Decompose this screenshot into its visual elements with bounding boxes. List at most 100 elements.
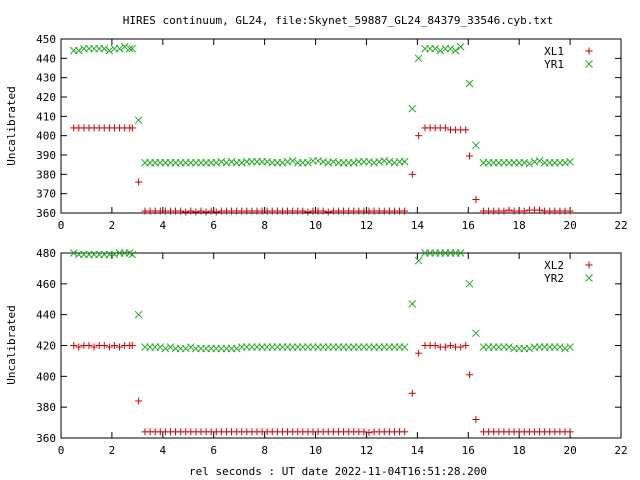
data-point: [187, 207, 195, 215]
data-point: [472, 195, 480, 203]
data-point: [465, 279, 474, 288]
data-point: [466, 152, 474, 160]
data-point: [110, 342, 118, 349]
x-tick-label: 0: [58, 219, 65, 232]
plot-frame: [60, 252, 622, 439]
x-tick-label: 4: [160, 444, 167, 457]
data-point: [85, 342, 93, 349]
data-point: [128, 250, 137, 259]
legend-label: XL2: [544, 259, 564, 272]
panel-bottom: 0 2 4 6 8 10 12 14 16 18 20 22 360 380 400 420 440 460 480…: [5, 247, 628, 457]
data-point: [566, 343, 574, 351]
legend-marker: [585, 261, 593, 269]
legend-marker: [585, 274, 593, 282]
data-point: [472, 416, 480, 423]
data-point: [217, 157, 226, 166]
data-point: [69, 249, 78, 257]
data-point: [390, 158, 399, 167]
data-point: [556, 343, 564, 351]
data-point: [365, 429, 373, 437]
x-tick-label: 6: [210, 444, 217, 457]
x-tick-label: 22: [614, 444, 627, 457]
x-axis-label: rel seconds : UT date 2022-11-04T16:51:2…: [189, 465, 487, 478]
data-point: [75, 343, 83, 351]
x-tick-label: 2: [109, 219, 116, 232]
series-xl1: [70, 124, 574, 216]
legend-marker: [585, 60, 593, 68]
data-point: [401, 207, 409, 215]
data-point: [120, 42, 129, 51]
data-point: [566, 207, 574, 215]
data-point: [324, 208, 332, 216]
data-point: [456, 42, 465, 51]
data-point: [232, 344, 241, 353]
legend-label: XL1: [544, 45, 564, 58]
x-tick-label: 20: [563, 444, 576, 457]
data-point: [116, 343, 124, 351]
x-tick-label: 10: [309, 444, 322, 457]
x-tick-label: 12: [360, 219, 373, 232]
data-point: [222, 158, 231, 167]
data-point: [414, 256, 423, 265]
data-point: [207, 207, 215, 215]
x-tick-label: 22: [614, 219, 627, 232]
data-point: [462, 126, 470, 134]
x-tick-label: 2: [109, 444, 116, 457]
x-tick-label: 8: [261, 219, 268, 232]
data-point: [536, 206, 544, 214]
series-xl2: [70, 342, 574, 437]
data-point: [314, 156, 322, 165]
data-point: [349, 158, 358, 167]
legend-label: YR1: [544, 58, 564, 71]
data-point: [431, 44, 440, 53]
series-yr1: [69, 42, 574, 168]
x-tick-label: 14: [411, 444, 425, 457]
data-point: [128, 44, 137, 53]
legend-marker: [585, 47, 593, 55]
y-tick-label: 460: [36, 278, 56, 291]
x-tick-label: 0: [58, 444, 65, 457]
data-point: [380, 156, 389, 165]
data-point: [105, 46, 114, 55]
data-point: [186, 343, 195, 351]
data-point: [408, 104, 417, 113]
data-point: [400, 343, 409, 351]
data-point: [263, 157, 272, 166]
y-tick-label: 400: [36, 130, 56, 143]
data-point: [451, 46, 460, 55]
data-point: [202, 208, 210, 216]
data-point: [304, 158, 312, 167]
data-point: [446, 342, 454, 349]
data-point: [324, 158, 333, 167]
data-point: [135, 397, 143, 405]
data-point: [520, 158, 529, 167]
data-point: [177, 207, 185, 215]
data-point: [456, 249, 465, 257]
data-point: [181, 344, 190, 353]
data-point: [100, 342, 108, 349]
y-tick-label: 390: [36, 149, 56, 162]
x-tick-label: 18: [513, 219, 526, 232]
data-point: [415, 349, 423, 357]
data-point: [134, 310, 143, 319]
data-point: [535, 156, 544, 165]
y-tick-label: 400: [36, 370, 56, 383]
x-tick-label: 4: [160, 219, 167, 232]
data-point: [566, 157, 574, 166]
y-tick-label: 430: [36, 72, 56, 85]
data-point: [134, 116, 143, 125]
data-point: [156, 343, 165, 351]
data-point: [566, 428, 574, 436]
data-point: [408, 389, 416, 397]
data-point: [465, 79, 474, 88]
data-point: [408, 300, 417, 308]
data-point: [70, 342, 78, 349]
data-point: [457, 343, 465, 351]
data-point: [125, 44, 134, 53]
data-point: [441, 124, 449, 132]
y-tick-label: 360: [36, 207, 56, 220]
data-point: [472, 141, 480, 150]
data-point: [385, 157, 394, 166]
data-point: [166, 343, 175, 351]
